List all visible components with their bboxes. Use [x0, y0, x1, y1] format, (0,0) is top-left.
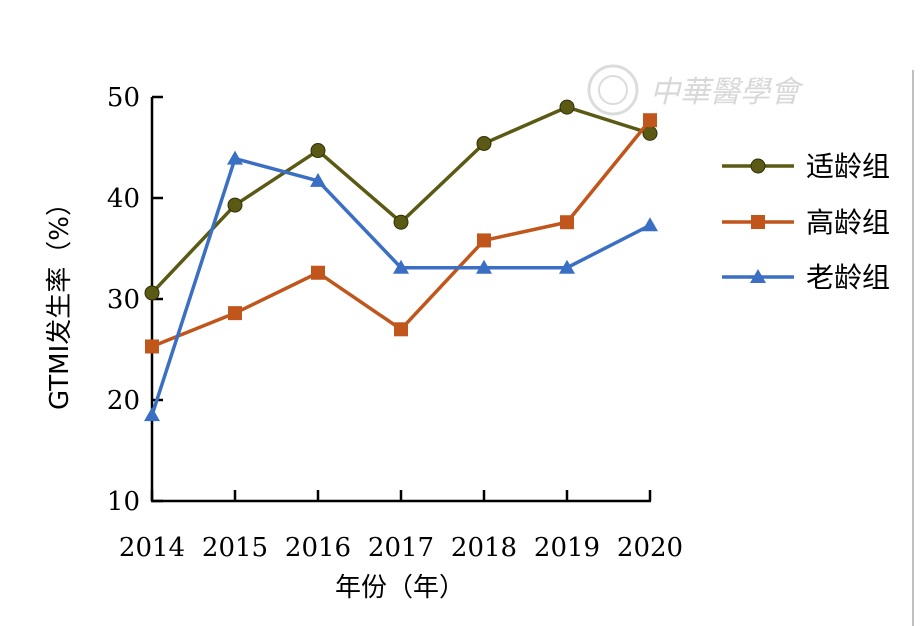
legend-item: 适龄组 — [722, 150, 890, 183]
y-tick-label: 30 — [107, 285, 140, 315]
legend-swatch-marker — [750, 158, 766, 174]
data-point — [642, 217, 658, 232]
y-axis-title: GTMI发生率（%） — [45, 190, 75, 410]
y-tick-label: 40 — [107, 184, 140, 214]
series-1 — [144, 99, 658, 301]
x-ticks: 2014 2015 2016 2017 2018 2019 2020 — [119, 490, 683, 563]
data-point — [228, 306, 242, 321]
series-line — [150, 156, 651, 416]
data-point — [394, 322, 408, 337]
data-point — [227, 150, 243, 165]
x-tick-label: 2014 — [119, 533, 185, 563]
x-tick-label: 2017 — [368, 533, 434, 563]
data-point — [144, 285, 160, 301]
y-tick-label: 20 — [107, 386, 140, 416]
x-tick-label: 2020 — [617, 533, 683, 563]
axes — [150, 97, 651, 503]
legend-label: 高龄组 — [806, 206, 890, 239]
legend-swatch-marker — [750, 269, 766, 283]
watermark-text: 中華醫學會 — [650, 75, 804, 110]
data-point — [144, 407, 160, 422]
data-point — [643, 113, 657, 128]
x-axis-title: 年份（年） — [335, 573, 465, 603]
watermark-seal-icon — [587, 64, 639, 116]
data-point — [310, 143, 326, 159]
x-tick-label: 2015 — [202, 533, 268, 563]
y-tick-label: 10 — [107, 487, 140, 517]
y-tick-label: 50 — [107, 83, 140, 113]
y-ticks: 10 20 30 40 50 — [107, 83, 163, 517]
series-group — [144, 99, 658, 422]
legend-item: 高龄组 — [722, 206, 890, 239]
x-tick-label: 2016 — [285, 533, 351, 563]
data-point — [560, 215, 574, 230]
series-2 — [145, 113, 657, 354]
legend-label: 老龄组 — [806, 261, 890, 294]
series-line — [151, 119, 652, 349]
watermark-seal-inner-icon — [598, 75, 628, 105]
data-point — [559, 259, 575, 274]
legend-item: 老龄组 — [722, 261, 890, 294]
x-tick-label: 2018 — [451, 533, 517, 563]
legend-label: 适龄组 — [806, 150, 890, 183]
data-point — [227, 197, 243, 213]
watermark: 中華醫學會 — [587, 64, 804, 116]
legend-swatch-marker — [751, 215, 765, 229]
series-3 — [144, 150, 658, 422]
data-point — [145, 339, 159, 354]
x-tick-label: 2019 — [534, 533, 600, 563]
data-point — [311, 265, 325, 280]
data-point — [477, 233, 491, 248]
data-point — [310, 172, 326, 187]
data-point — [559, 99, 575, 115]
data-point — [476, 135, 492, 151]
data-point — [393, 259, 409, 274]
data-point — [476, 259, 492, 274]
data-point — [393, 214, 409, 230]
